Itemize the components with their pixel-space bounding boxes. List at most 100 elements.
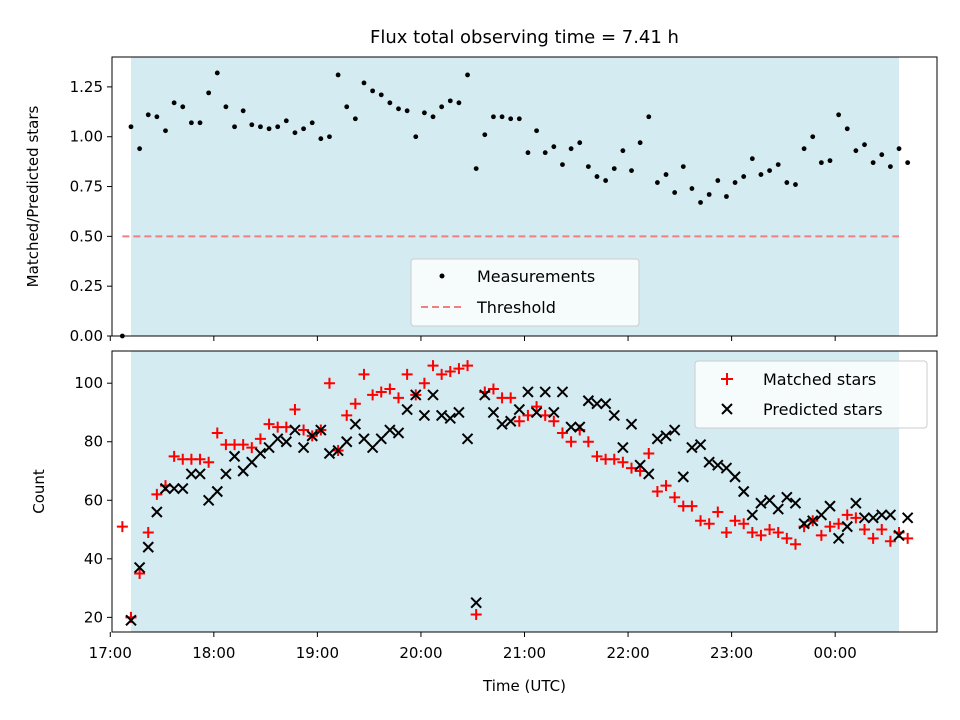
matched-star-point [237,439,249,451]
x-tick-label: 17:00 [89,644,132,662]
predicted-star-point [418,409,431,422]
measurement-point [275,124,281,130]
predicted-star-point [211,485,223,498]
predicted-star-point [375,433,387,445]
measurement-point [879,152,885,158]
measurement-point [551,144,557,150]
measurement-point [404,108,410,114]
predicted-star-point [202,494,215,506]
measurement-point [818,160,824,166]
measurement-point [180,104,186,110]
predicted-star-point [315,424,327,436]
matched-star-point [358,368,370,380]
count-y-tick-label: 60 [84,491,103,509]
predicted-star-point [703,456,715,468]
matched-star-point [703,518,715,530]
measurement-point [292,130,298,136]
matched-star-point [729,515,741,527]
predicted-star-point [729,471,741,483]
measurement-point [335,72,341,78]
measurement-point [542,150,548,156]
measurement-point [301,126,306,132]
measurement-point [603,178,609,183]
matched-star-point [254,433,266,445]
measurement-point [620,148,626,154]
x-tick-label: 19:00 [296,644,339,662]
matched-star-point [436,368,448,380]
predicted-star-point [461,433,474,445]
predicted-star-point [358,433,370,445]
predicted-star-point [807,515,819,527]
matched-star-point [695,515,707,527]
measurement-point [430,114,436,120]
predicted-star-point [677,471,689,483]
matched-star-point [850,512,862,524]
matched-star-point [280,421,292,433]
predicted-star-point [901,512,914,524]
legend-plus-marker [721,373,733,385]
count-y-tick-label: 20 [84,608,103,626]
measurement-point [534,128,539,134]
measurement-point [214,70,220,76]
predicted-star-point [246,456,258,468]
measurement-point [585,164,591,170]
matched-star-point [418,377,430,389]
predicted-star-point [737,485,750,498]
count-legend-box [694,360,928,429]
measurement-point [137,146,143,152]
measurement-point [680,164,686,170]
matched-star-point [634,465,646,477]
measurement-point [905,160,911,166]
measurement-point [171,100,177,106]
predicted-star-point [237,465,249,477]
measurement-point [663,172,669,177]
predicted-star-point [254,447,267,460]
ratio-y-tick-label: 1.25 [70,78,103,96]
measurement-point [266,126,272,132]
measurement-point [473,166,479,172]
measurement-point [560,162,565,168]
predicted-star-point [876,509,888,521]
predicted-star-point [712,459,724,471]
predicted-star-point [522,386,534,398]
measurement-point [827,158,833,164]
measurement-point [499,114,505,120]
ratio-legend: Measurements Threshold [410,258,640,327]
legend-dot-marker [439,273,445,279]
matched-star-point [789,538,801,550]
measurement-point [197,120,203,126]
measurement-point [396,106,401,112]
predicted-star-point [366,441,379,454]
measurement-point [568,146,574,152]
measurement-point [439,104,445,110]
measurement-point [344,104,350,110]
predicted-star-point [410,389,422,401]
measurement-point [465,72,470,78]
matched-star-point [841,509,853,521]
predicted-star-point [617,441,629,454]
predicted-star-point [289,424,301,436]
predicted-star-point [643,468,655,480]
measurement-point [447,98,453,104]
measurement-point [525,150,531,156]
ratio-legend-box [410,258,640,327]
matched-star-point [824,521,836,533]
predicted-star-point [686,441,698,454]
measurement-point [836,112,842,118]
measurement-point [611,166,617,172]
matched-star-point [349,398,361,410]
measurement-point [240,108,246,114]
predicted-star-point [530,406,543,419]
measurement-point [327,134,332,140]
predicted-star-point [660,430,672,442]
measurement-point [887,164,893,170]
measurement-point [482,132,488,138]
matched-star-point [591,450,603,462]
measurement-point [413,134,419,140]
measurement-point [862,142,867,148]
predicted-star-point [763,494,776,506]
matched-star-point [151,488,163,500]
predicted-star-point [789,497,802,509]
matched-star-point [548,415,560,427]
measurement-point [758,172,764,177]
